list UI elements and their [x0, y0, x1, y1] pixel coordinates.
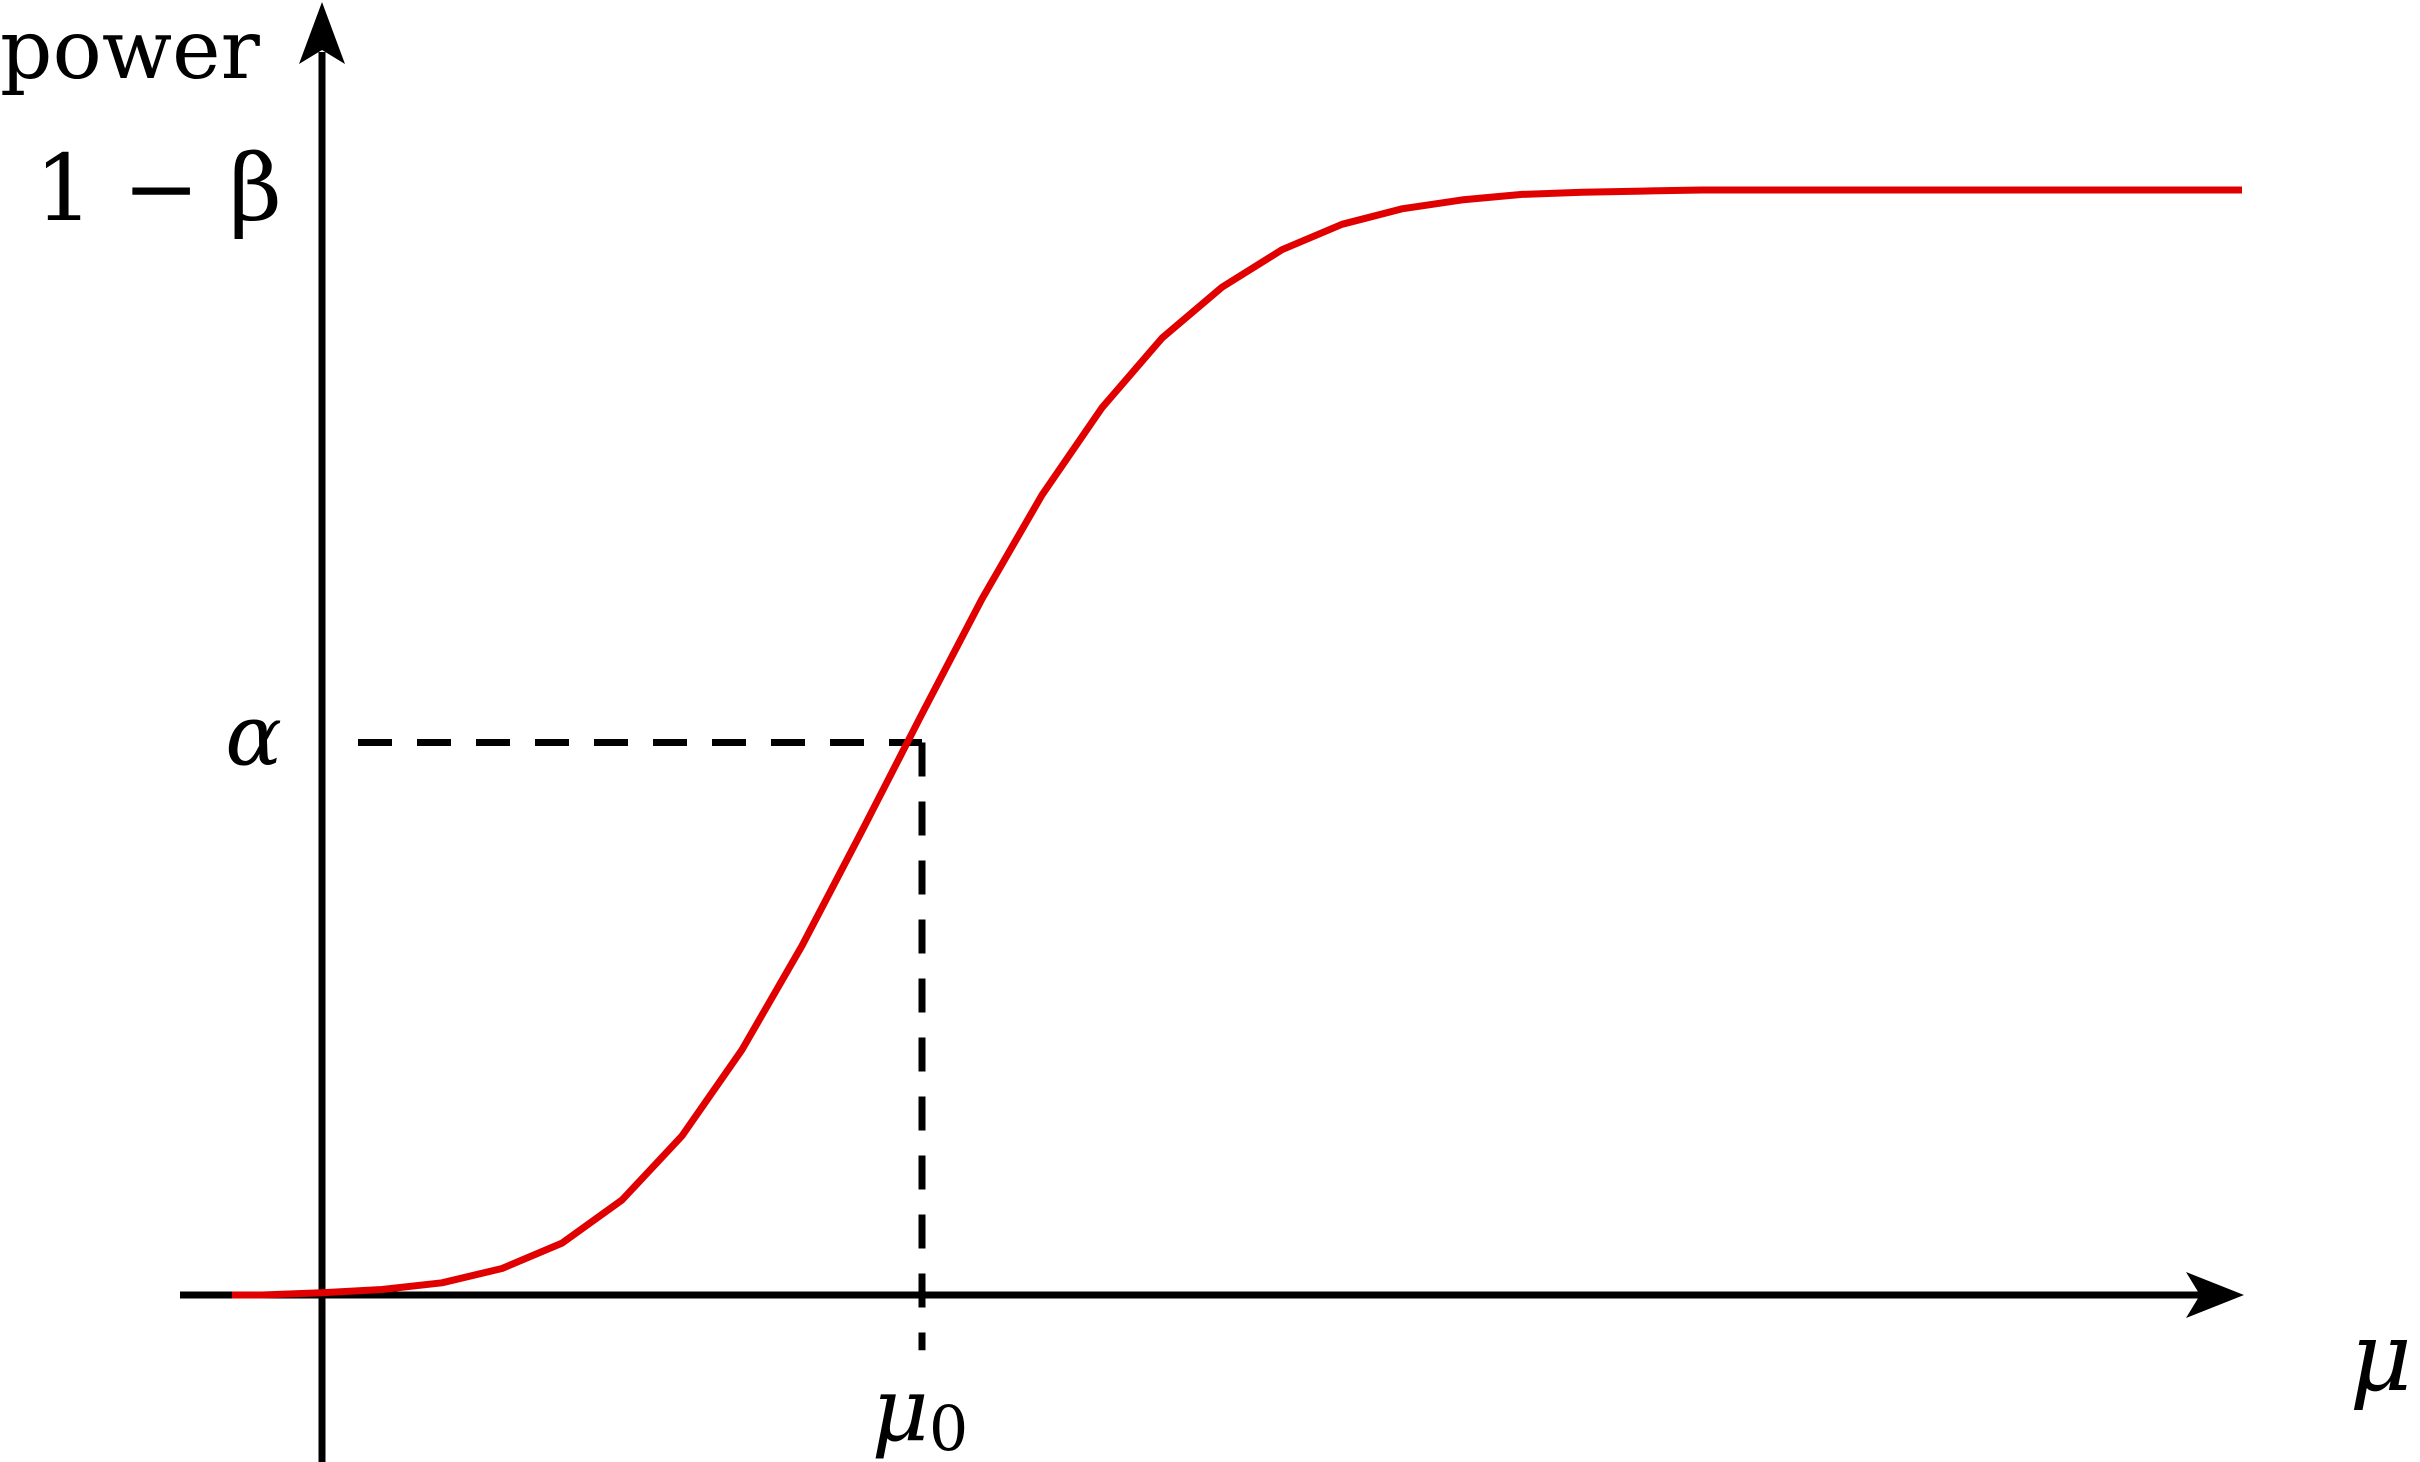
y-axis-label: power [0, 3, 261, 98]
x-axis-arrowhead [2186, 1272, 2244, 1318]
y-axis-arrowhead [299, 2, 345, 64]
y-tick-label-one-minus-beta: 1 − β [35, 135, 282, 242]
power-curve-line [232, 186, 2242, 1299]
x-axis-label: μ [2350, 1301, 2412, 1413]
y-tick-label-alpha: α [225, 687, 282, 785]
x-tick-label-mu0: μ0 [872, 1358, 969, 1462]
